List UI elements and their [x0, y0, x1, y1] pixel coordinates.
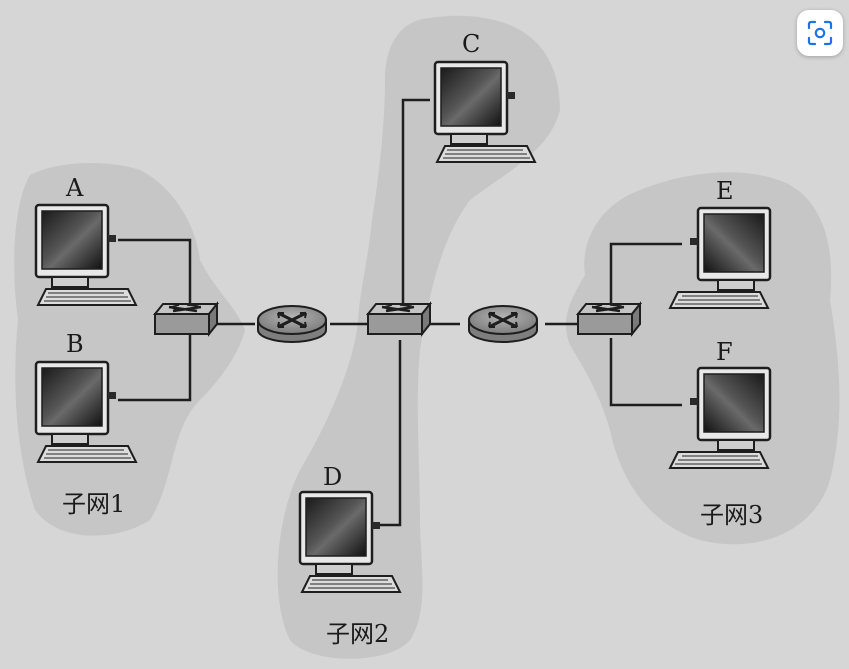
visual-search-button[interactable]: [797, 10, 843, 56]
visual-search-icon: [807, 20, 833, 46]
host-a-label: A: [65, 174, 84, 202]
link-e-switch3: [609, 242, 682, 308]
host-c-label: C: [462, 30, 480, 58]
network-links: [118, 98, 682, 527]
link-f-switch3: [609, 338, 682, 407]
host-f-label: F: [716, 338, 733, 366]
switch-2: [366, 302, 432, 336]
link-d-switch2: [378, 340, 402, 527]
link-c-switch2: [401, 98, 430, 306]
host-b-label: B: [66, 330, 84, 358]
router-2: [467, 304, 539, 344]
host-d-label: D: [323, 463, 342, 491]
switch-1: [153, 302, 219, 336]
subnet-1-label: 子网1: [62, 490, 125, 518]
host-e-label: E: [716, 177, 734, 205]
link-a-switch1: [118, 238, 192, 320]
subnet-2-label: 子网2: [326, 620, 389, 648]
switch-3: [576, 302, 642, 336]
link-b-switch1: [118, 330, 192, 402]
subnet-3-label: 子网3: [700, 501, 763, 529]
router-1: [256, 304, 328, 344]
